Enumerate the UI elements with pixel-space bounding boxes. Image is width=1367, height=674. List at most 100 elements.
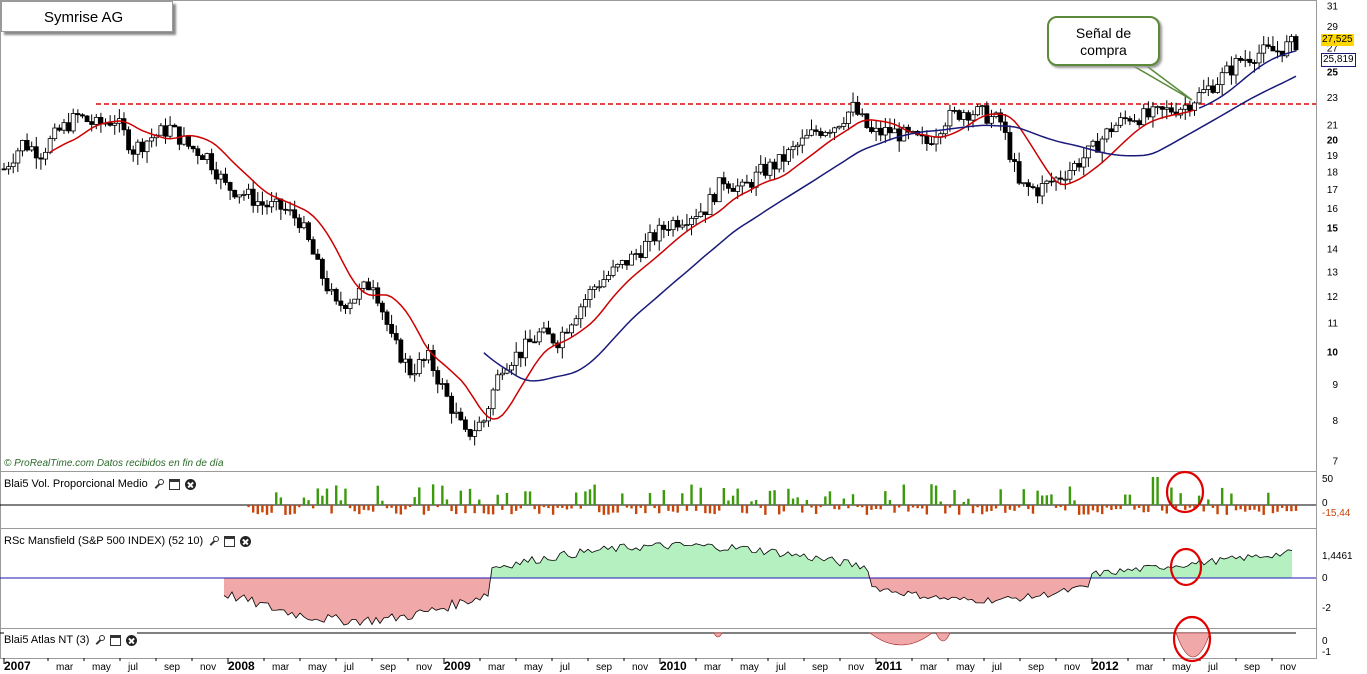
volume-bar	[1285, 505, 1288, 512]
volume-bar	[468, 488, 472, 505]
candle-body	[61, 122, 67, 131]
volume-bar	[362, 505, 366, 510]
volume-bar	[418, 487, 421, 505]
rsc-area-slice	[392, 578, 396, 621]
candle-body	[739, 181, 745, 187]
rsc-area-slice	[588, 549, 592, 578]
volume-bar	[1101, 505, 1104, 515]
volume-bar	[630, 505, 633, 509]
volume-bar	[856, 505, 859, 508]
volume-bar	[1262, 505, 1265, 515]
volume-bar	[1064, 505, 1067, 511]
candle-body	[47, 138, 53, 153]
volume-bar	[519, 505, 522, 509]
rsc-panel-label: RSc Mansfield (S&P 500 INDEX) (52 10)	[4, 535, 204, 547]
volume-bar	[801, 505, 804, 513]
volume-bar	[736, 488, 739, 505]
window-icon[interactable]	[110, 634, 122, 646]
candle-body	[241, 193, 247, 196]
candle-body	[167, 124, 173, 137]
window-icon[interactable]	[224, 535, 236, 547]
atlas-area: 0-1	[0, 632, 1331, 658]
rsc-area-slice	[964, 578, 968, 601]
rsc-area-slice	[728, 544, 732, 578]
candle-body	[818, 131, 824, 136]
candle-body	[29, 146, 35, 151]
rsc-area-slice	[816, 555, 820, 578]
rsc-area-slice	[640, 544, 644, 578]
rsc-area-slice	[1236, 556, 1240, 578]
wrench-icon[interactable]	[153, 478, 164, 490]
rsc-area-slice	[1184, 565, 1188, 578]
rsc-area-slice	[496, 566, 500, 578]
candle-body	[439, 383, 445, 385]
rsc-area-slice	[316, 578, 320, 621]
candle-body	[70, 113, 76, 132]
candle-body	[675, 220, 681, 228]
candle-body	[158, 125, 164, 136]
candle-body	[813, 129, 819, 132]
candle-body	[896, 128, 902, 142]
time-tick-label: mar	[272, 662, 290, 673]
candle-body	[421, 359, 427, 361]
candle-body	[269, 201, 275, 208]
volume-bar	[667, 505, 670, 511]
volume-bar	[431, 484, 435, 505]
rsc-area-slice	[988, 578, 992, 604]
rsc-area-slice	[908, 578, 912, 594]
candle-body	[209, 153, 215, 171]
candle-body	[195, 148, 201, 156]
volume-bar	[450, 505, 453, 512]
candle-body	[1238, 58, 1244, 61]
volume-bar	[464, 505, 467, 514]
time-tick-label: sep	[1028, 662, 1045, 673]
volume-bar	[971, 505, 975, 514]
rsc-area-slice	[704, 543, 708, 578]
rsc-area-slice	[768, 549, 772, 578]
candle-body	[149, 137, 155, 142]
candle-body	[846, 111, 851, 124]
rsc-area-slice	[1116, 568, 1120, 578]
candle-body	[333, 288, 339, 302]
rsc-area-slice	[1280, 552, 1284, 578]
wrench-icon[interactable]	[94, 634, 106, 646]
time-tick-label: may	[308, 662, 327, 673]
time-tick-label: sep	[596, 662, 613, 673]
candle-body	[379, 302, 385, 313]
candle-body	[1215, 84, 1220, 93]
volume-bar	[491, 505, 495, 515]
candle-body	[684, 224, 690, 227]
time-axis: 2007 mar may jul sep nov 2008 mar may jul sep nov 20…	[3, 658, 1296, 673]
rsc-area-slice	[528, 556, 532, 578]
rsc-area-slice	[920, 578, 924, 599]
short-moving-average	[49, 109, 1195, 420]
rsc-area-slice	[556, 553, 560, 578]
volume-bar	[1257, 505, 1261, 512]
rsc-area-slice	[744, 546, 748, 578]
candle-body	[859, 113, 865, 116]
volume-bar	[302, 497, 306, 505]
candle-body	[656, 224, 662, 242]
close-icon[interactable]	[126, 634, 138, 646]
close-icon[interactable]	[240, 535, 252, 547]
wrench-icon[interactable]	[208, 535, 220, 547]
candle-body	[629, 253, 634, 266]
volume-bar	[1211, 505, 1215, 508]
volume-bar	[478, 499, 481, 505]
volume-bar	[1253, 505, 1256, 510]
candle-body	[66, 122, 71, 132]
rsc-area-slice	[684, 545, 688, 578]
candle-body	[804, 134, 810, 139]
candle-body	[98, 116, 104, 125]
rsc-panel-header: RSc Mansfield (S&P 500 INDEX) (52 10)	[4, 533, 252, 549]
rsc-area-slice	[984, 578, 988, 603]
rsc-area-slice	[400, 578, 404, 616]
close-icon[interactable]	[184, 478, 196, 490]
window-icon[interactable]	[168, 478, 180, 490]
volume-bar	[1059, 505, 1062, 508]
volume-bar	[690, 484, 693, 505]
volume-bar	[708, 505, 712, 514]
rsc-area-slice	[620, 544, 624, 578]
rsc-area-slice	[1020, 578, 1024, 602]
volume-bar	[1244, 505, 1247, 512]
